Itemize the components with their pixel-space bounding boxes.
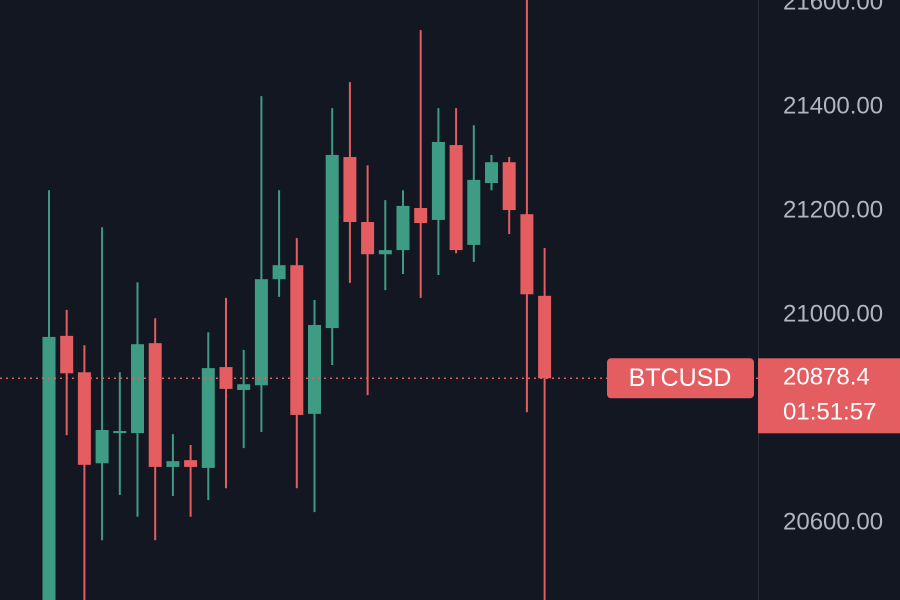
candle-body (502, 162, 516, 211)
y-tick-label: 21600.00 (783, 0, 883, 15)
countdown-label: 01:51:57 (783, 399, 876, 426)
candle-body (254, 279, 268, 386)
candle-body (308, 324, 321, 414)
candle-body (148, 343, 162, 467)
candle-body (467, 179, 481, 245)
y-tick-label: 20600.00 (783, 508, 883, 535)
candle-body (272, 265, 286, 280)
candle-body (378, 250, 392, 255)
symbol-label-bg (607, 358, 754, 399)
candle-body (219, 367, 233, 389)
candle-body (237, 384, 251, 390)
candle-body (325, 154, 339, 329)
candle-body (520, 214, 534, 295)
candle-body (60, 335, 74, 374)
candle-body (396, 205, 410, 251)
candle-body (95, 429, 109, 464)
candle-body (343, 157, 357, 223)
symbol-label: BTCUSD (629, 364, 732, 392)
candle-body (290, 265, 304, 415)
candle-body (113, 431, 127, 434)
candle-body (414, 207, 428, 224)
candle-body (538, 295, 552, 379)
candle-body (201, 368, 215, 468)
candle-body (131, 344, 144, 434)
candle-body (166, 461, 180, 467)
candle-body (42, 336, 56, 600)
price-label: 20878.4 (783, 364, 870, 391)
price-label-bg (758, 358, 900, 434)
candle-body (184, 460, 198, 467)
y-tick-label: 21000.00 (783, 300, 883, 327)
candle-body (361, 222, 375, 255)
candle-body (431, 141, 445, 220)
y-tick-label: 21200.00 (783, 196, 883, 223)
candle-body (77, 372, 91, 465)
y-tick-label: 21400.00 (783, 92, 883, 119)
candle-body (485, 162, 498, 184)
candle-body (449, 145, 463, 251)
